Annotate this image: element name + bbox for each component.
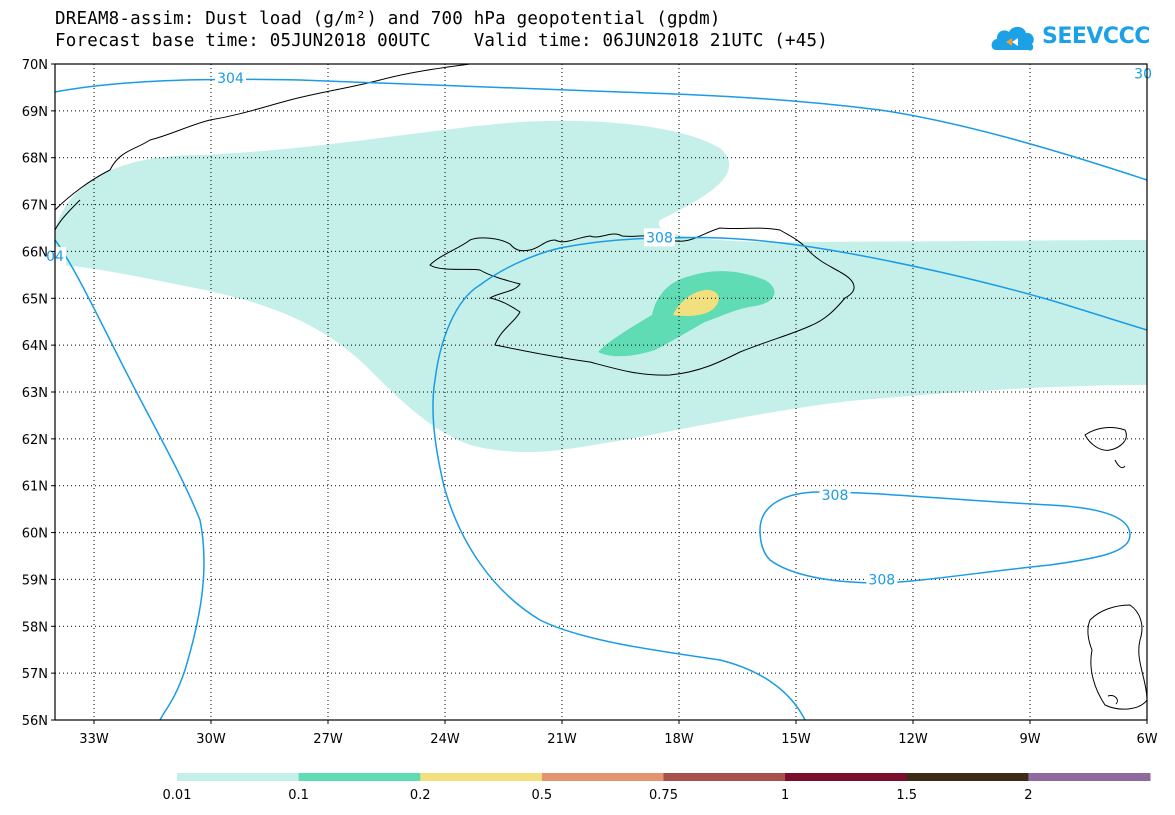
lat-tick-label: 69N [22, 105, 48, 120]
contour-label-bg [1132, 64, 1155, 83]
lon-tick-label: 18W [664, 732, 694, 747]
lat-tick-label: 59N [22, 573, 48, 588]
dust-shading-high [673, 289, 719, 316]
grid-lines [55, 64, 1147, 720]
colorbar-segment [541, 773, 664, 781]
lat-tick-label: 62N [22, 433, 48, 448]
lat-tick-label: 64N [22, 339, 48, 354]
contour-label: 308 [822, 488, 849, 504]
lat-tick-label: 68N [22, 152, 48, 167]
lat-tick-label: 65N [22, 292, 48, 307]
colorbar-label: 0.2 [410, 788, 431, 803]
colorbar-label: 0.75 [649, 788, 678, 803]
colorbar: 0.01 0.1 0.2 0.5 0.75 1 1.5 2 [163, 773, 1151, 803]
lat-tick-label: 61N [22, 480, 48, 495]
lat-tick-label: 60N [22, 527, 48, 542]
colorbar-segment [906, 773, 1029, 781]
colorbar-label: 2 [1024, 788, 1032, 803]
lat-tick-label: 58N [22, 620, 48, 635]
lon-tick-label: 12W [898, 732, 928, 747]
colorbar-label: 1 [781, 788, 789, 803]
lat-tick-label: 70N [22, 58, 48, 73]
lat-tick-label: 67N [22, 199, 48, 214]
logo-text: SEEVCCC [1042, 24, 1150, 49]
contour-label-bg [215, 69, 246, 88]
contour-label-bg [866, 570, 898, 589]
colorbar-segment [420, 773, 543, 781]
contour-label: 308 [868, 572, 895, 588]
lon-tick-label: 24W [430, 732, 460, 747]
lon-tick-label: 30W [196, 732, 226, 747]
colorbar-segment [298, 773, 421, 781]
latitude-axis: 70N 69N 68N 67N 66N 65N 64N 63N 62N 61N 60N 59N 58N 5… [22, 58, 55, 729]
colorbar-segment [1028, 773, 1151, 781]
contour-label: 304 [217, 71, 244, 87]
lon-tick-label: 6W [1136, 732, 1157, 747]
colorbar-label: 0.01 [163, 788, 192, 803]
lon-tick-label: 33W [79, 732, 109, 747]
lat-tick-label: 66N [22, 245, 48, 260]
contour-label-bg [644, 228, 675, 247]
colorbar-label: 0.1 [288, 788, 309, 803]
colorbar-segment [663, 773, 786, 781]
colorbar-label: 1.5 [896, 788, 917, 803]
contour-label-bg [819, 486, 851, 505]
lon-tick-label: 21W [547, 732, 577, 747]
longitude-axis: 33W 30W 27W 24W 21W 18W 15W 12W 9W 6W [79, 720, 1158, 747]
colorbar-label: 0.5 [532, 788, 553, 803]
coastlines [55, 64, 1147, 710]
colorbar-segment [785, 773, 908, 781]
lon-tick-label: 27W [313, 732, 343, 747]
lat-tick-label: 57N [22, 667, 48, 682]
contour-label: 308 [646, 230, 673, 246]
colorbar-segment [177, 773, 300, 781]
contour-label: 30 [1134, 66, 1152, 82]
dust-shading-low [55, 120, 1147, 453]
lon-tick-label: 15W [781, 732, 811, 747]
chart-title-line-2: Forecast base time: 05JUN2018 00UTC Vali… [55, 31, 828, 51]
lat-tick-label: 56N [22, 714, 48, 729]
cloud-logo-icon [991, 26, 1034, 51]
chart-title-line-1: DREAM8-assim: Dust load (g/m²) and 700 h… [55, 9, 721, 29]
lon-tick-label: 9W [1019, 732, 1040, 747]
lat-tick-label: 63N [22, 386, 48, 401]
